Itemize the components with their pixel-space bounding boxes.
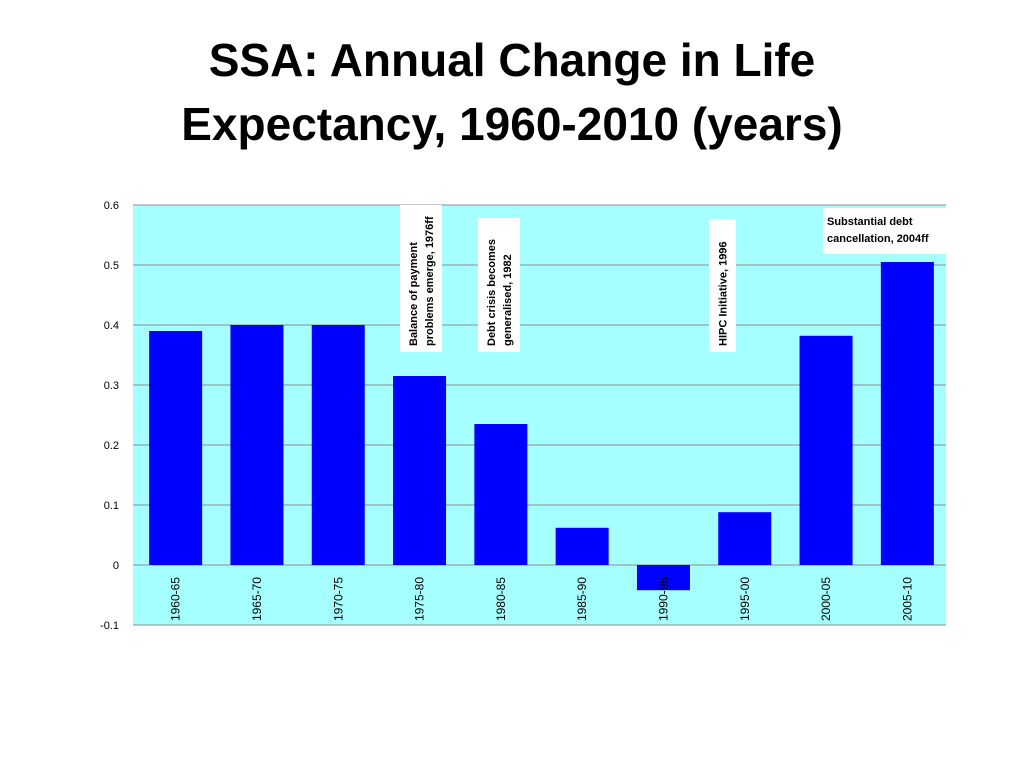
x-category-label: 1990-95 [656, 577, 670, 621]
bar [149, 331, 203, 565]
annotation-box [478, 218, 520, 352]
annotation: Balance of payment problems emerge, 1976f… [400, 205, 442, 352]
bar [799, 335, 853, 565]
annotation-text: Balance of payment [408, 242, 420, 346]
x-category-label: 1995-00 [738, 577, 752, 621]
y-tick-label: 0.3 [104, 380, 119, 392]
bar [555, 527, 609, 565]
bar [311, 325, 365, 565]
x-category-label: 1985-90 [575, 577, 589, 621]
annotation: HIPC Initiative, 1996 [709, 219, 736, 352]
x-category-label: 1960-65 [169, 577, 183, 621]
bar [393, 376, 447, 565]
y-tick-label: 0.1 [104, 500, 119, 512]
x-category-label: 2005-10 [900, 577, 914, 621]
annotation-box [400, 205, 442, 352]
x-category-label: 1965-70 [250, 577, 264, 621]
annotation-text: cancellation, 2004ff [827, 233, 929, 245]
bars [149, 262, 934, 591]
y-tick-label: 0.4 [104, 320, 119, 332]
bar [636, 565, 690, 591]
x-axis-category-labels: 1960-65 1965-70 1970-75 1975-80 1980-85 1985-… [169, 577, 915, 621]
annotation-box [709, 219, 736, 352]
bar [474, 424, 528, 565]
slide-title-line-1: SSA: Annual Change in Life [208, 34, 816, 86]
annotation: Substantial debt cancellation, 2004ff [823, 208, 947, 254]
annotation-text: HIPC Initiative, 1996 [718, 241, 730, 346]
annotation-box [823, 208, 947, 254]
x-category-label: 1970-75 [331, 577, 345, 621]
annotation-text: problems emerge, 1976ff [424, 216, 436, 346]
annotation-text: Debt crisis becomes [486, 239, 498, 346]
x-category-label: 2000-05 [819, 577, 833, 621]
x-category-label: 1980-85 [494, 577, 508, 621]
bar [718, 512, 772, 565]
x-category-label: 1975-80 [413, 577, 427, 621]
y-tick-label: 0.6 [104, 200, 119, 212]
bar [230, 325, 284, 565]
annotation-text: Substantial debt [827, 216, 913, 228]
annotation: Debt crisis becomes generalised, 1982 [478, 218, 520, 352]
bar [880, 262, 934, 565]
slide-title: SSA: Annual Change in Life Expectancy, 1… [0, 28, 1024, 156]
y-tick-label: 0.2 [104, 440, 119, 452]
slide-title-line-2: Expectancy, 1960-2010 (years) [181, 98, 843, 150]
y-tick-label: 0.5 [104, 260, 119, 272]
y-axis-tick-labels: -0.1 0 0.1 0.2 0.3 0.4 0.5 0.6 [100, 200, 119, 632]
y-tick-label: -0.1 [100, 620, 119, 632]
annotation-text: generalised, 1982 [502, 254, 514, 346]
annotations: Balance of payment problems emerge, 1976f… [400, 205, 947, 352]
y-tick-label: 0 [113, 560, 119, 572]
